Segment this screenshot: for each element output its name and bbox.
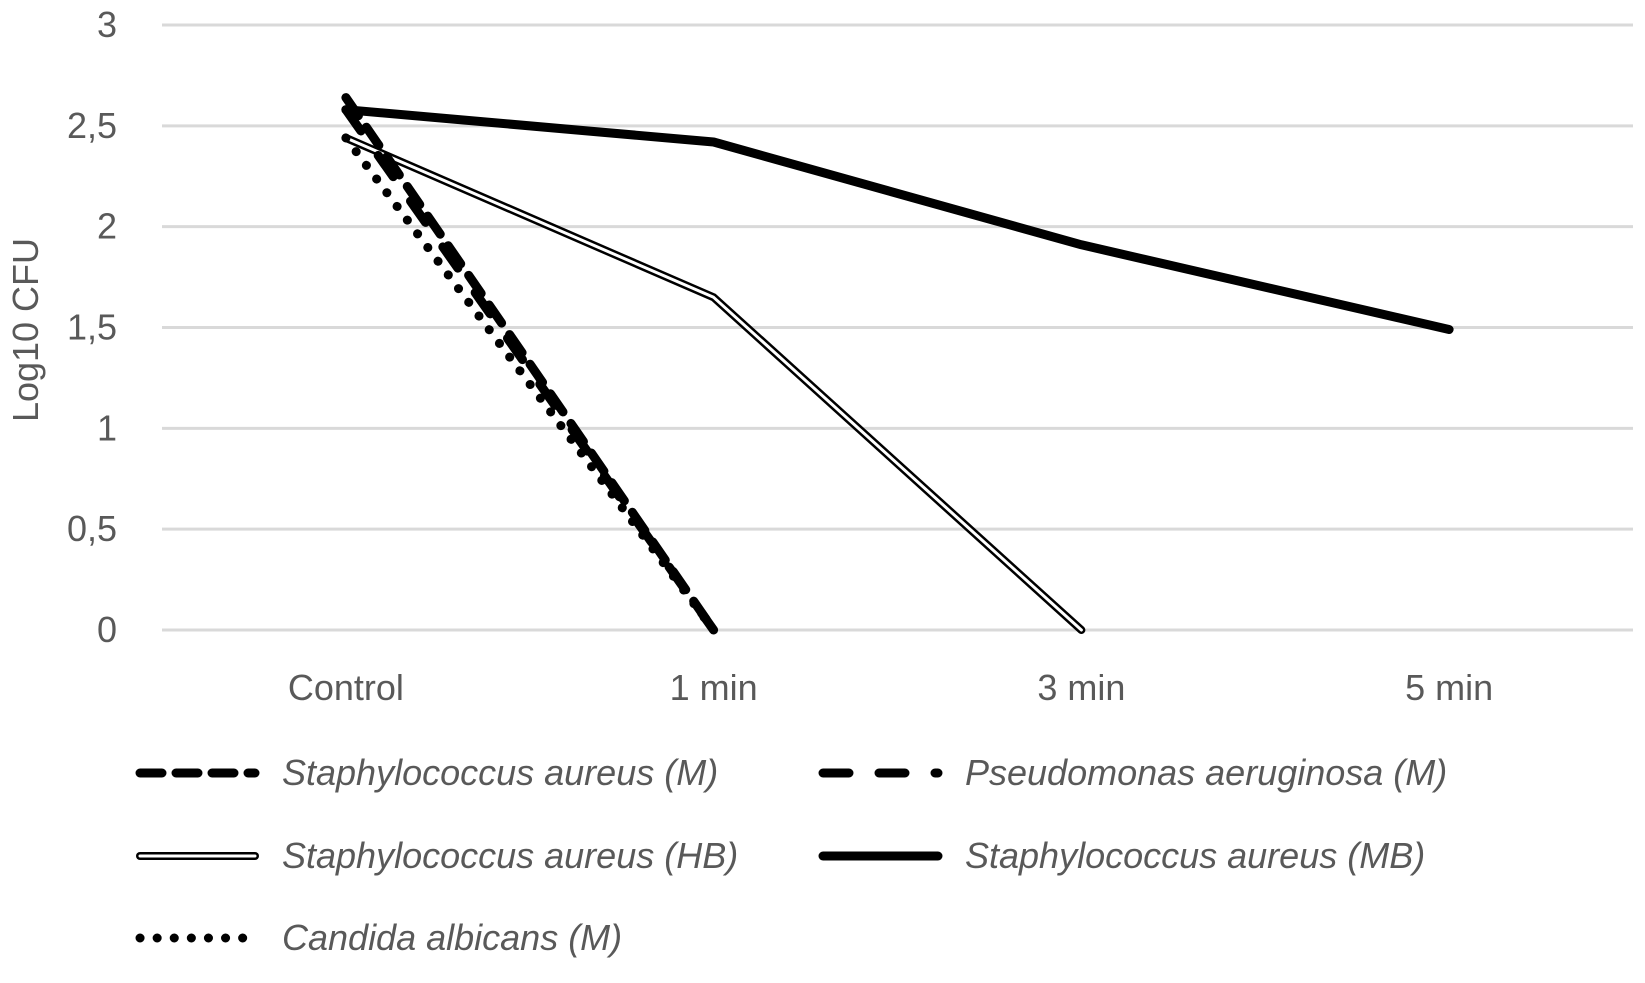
y-axis-title: Log10 CFU (5, 238, 46, 422)
legend-label: Staphylococcus aureus (MB) (965, 835, 1425, 876)
x-tick-label: 3 min (1037, 667, 1125, 708)
y-tick-label: 0 (97, 609, 117, 650)
y-tick-label: 2,5 (67, 105, 117, 146)
y-tick-label: 0,5 (67, 508, 117, 549)
series-lines (341, 93, 1454, 635)
legend-label: Pseudomonas aeruginosa (M) (965, 752, 1447, 793)
legend-label: Staphylococcus aureus (HB) (282, 835, 738, 876)
legend-item: Candida albicans (M) (135, 917, 622, 958)
x-axis-ticks: Control 1 min 3 min 5 min (288, 667, 1493, 708)
legend-item: Staphylococcus aureus (MB) (818, 835, 1425, 876)
series-staphylococcus-aureus-hb (341, 133, 1086, 634)
gridlines (162, 23, 1633, 632)
legend-label: Staphylococcus aureus (M) (282, 752, 718, 793)
y-axis-ticks: 0 0,5 1 1,5 2 2,5 3 (67, 4, 117, 650)
x-tick-label: Control (288, 667, 404, 708)
y-tick-label: 3 (97, 4, 117, 45)
y-tick-label: 2 (97, 206, 117, 247)
legend-label: Candida albicans (M) (282, 917, 622, 958)
series-staphylococcus-aureus-m (341, 93, 719, 635)
x-tick-label: 1 min (670, 667, 758, 708)
series-staphylococcus-aureus-mb (341, 105, 1454, 334)
legend-item: Staphylococcus aureus (HB) (136, 835, 738, 876)
legend-item: Staphylococcus aureus (M) (135, 752, 718, 793)
x-tick-label: 5 min (1405, 667, 1493, 708)
y-tick-label: 1,5 (67, 307, 117, 348)
legend-item: Pseudomonas aeruginosa (M) (818, 752, 1447, 793)
y-tick-label: 1 (97, 407, 117, 448)
legend: Staphylococcus aureus (M) Pseudomonas aer… (135, 752, 1447, 958)
